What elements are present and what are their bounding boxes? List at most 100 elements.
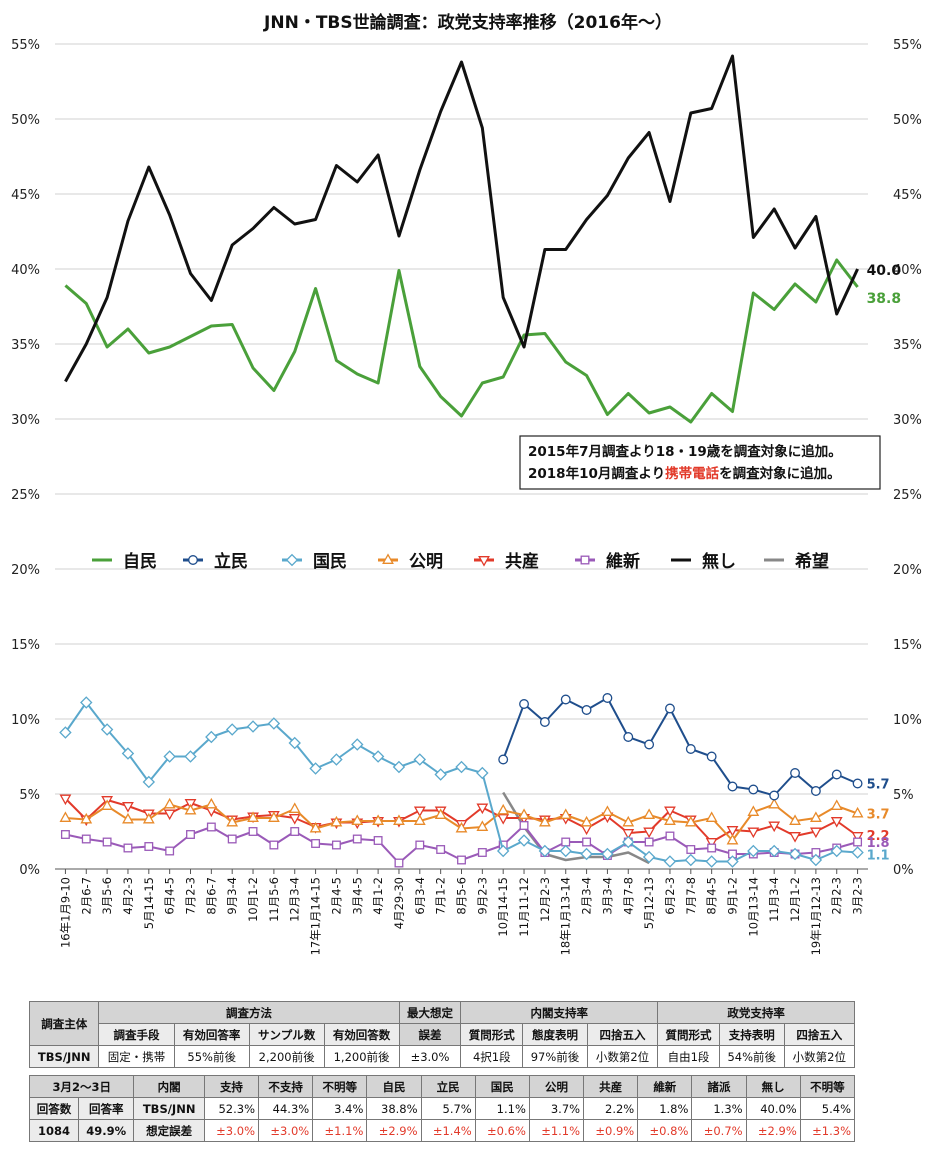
data-point (59, 794, 72, 806)
data-point (142, 812, 155, 824)
data-point (311, 839, 321, 848)
data-point (665, 831, 675, 841)
col-header: 不明等 (799, 1075, 856, 1098)
y-tick-label-right: 35% (893, 338, 922, 353)
col-header: 諸派 (691, 1075, 747, 1098)
data-point (748, 784, 759, 795)
x-tick-label: 2月2-3 (830, 877, 844, 915)
col-header: 立民 (420, 1075, 476, 1098)
data-point (684, 853, 698, 867)
legend: 自民 立民 国民 公明 共産 維新 無し 希望 (92, 551, 829, 572)
results-table: 3月2〜3日 内閣 支持 不支持 不明等 自民 立民 国民 公明 共産 維新 諸… (28, 1075, 856, 1142)
data-point (767, 844, 781, 858)
x-tick-label: 4月29-30 (392, 877, 406, 929)
end-value-label: 2.2 (867, 829, 890, 844)
data-point (830, 817, 843, 828)
data-point (789, 814, 801, 825)
table-cell: ±3.0% (398, 1045, 462, 1068)
data-point (476, 803, 489, 815)
annotation-text: 2018年10月調査より (528, 465, 665, 482)
data-point (309, 762, 322, 775)
table-cell: 自由1段 (657, 1045, 720, 1068)
data-point (831, 769, 842, 780)
data-point (788, 847, 802, 861)
data-point (707, 843, 717, 853)
legend-label: 無し (702, 551, 736, 572)
data-point (643, 827, 656, 839)
table-cell: 54%前後 (718, 1045, 785, 1068)
y-tick-label-left: 30% (11, 413, 40, 428)
x-tick-label: 9月3-4 (225, 877, 239, 915)
y-tick-label-right: 15% (893, 638, 922, 653)
data-point (434, 808, 447, 819)
series-line (64, 54, 859, 383)
data-point (747, 805, 760, 816)
x-tick-label: 19年1月12-13 (809, 877, 823, 955)
cabinet-header: 内閣支持率 (460, 1001, 659, 1024)
x-tick-label: 9月1-2 (726, 877, 740, 915)
data-point (538, 815, 551, 827)
error-cell: ±0.8% (637, 1119, 693, 1142)
data-point (747, 827, 760, 839)
data-point (123, 843, 133, 853)
end-value-label: 1.8 (867, 836, 890, 851)
rate-value: 49.9% (78, 1119, 135, 1142)
rate-label: 回答率 (78, 1097, 135, 1120)
line-chart: JNN・TBS世論調査：政党支持率推移（2016年〜） 0% 5% 10% 15% 20… (11, 12, 922, 955)
sub-header: 有効回答数 (323, 1023, 400, 1046)
value-cell: 38.8% (366, 1097, 422, 1120)
data-point (267, 811, 280, 822)
data-point (288, 814, 301, 825)
x-tick-label: 3月5-6 (100, 877, 114, 915)
value-cell: 5.4% (799, 1097, 856, 1120)
value-cell: 1.1% (474, 1097, 530, 1120)
data-point (623, 732, 634, 742)
series-自民 (64, 258, 859, 424)
error-cell: ±1.4% (420, 1119, 476, 1142)
data-point (705, 855, 718, 868)
error-cell: ±1.3% (799, 1119, 856, 1142)
data-point (644, 739, 655, 750)
count-label: 回答数 (28, 1097, 80, 1120)
data-point (560, 694, 571, 705)
value-cell: 2.2% (583, 1097, 639, 1120)
series-無し (64, 54, 859, 383)
data-point (580, 847, 593, 861)
series-公明 (59, 797, 864, 845)
error-cell: ±2.9% (366, 1119, 422, 1142)
legend-label: 国民 (313, 552, 347, 572)
survey-date: 3月2〜3日 (28, 1075, 135, 1098)
table-cell: 97%前後 (522, 1045, 588, 1068)
y-tick-label-right: 0% (893, 863, 914, 878)
data-point (478, 556, 490, 567)
col-header: 内閣 (133, 1075, 205, 1098)
data-point (561, 837, 571, 847)
table-cell: 小数第2位 (586, 1045, 659, 1068)
data-point (622, 815, 635, 827)
x-tick-label: 5月14-15 (142, 877, 156, 929)
data-point (853, 837, 863, 847)
data-point (184, 803, 197, 815)
data-point (602, 693, 613, 703)
data-point (830, 799, 843, 810)
data-point (206, 822, 216, 832)
x-tick-label: 16年1月9-10 (58, 877, 72, 948)
data-point (455, 821, 468, 833)
sub-header: 支持表明 (718, 1023, 785, 1046)
data-point (747, 844, 760, 858)
margin-header: 最大想定 (398, 1001, 462, 1024)
data-point (768, 797, 781, 809)
y-tick-label-right: 20% (893, 563, 922, 578)
data-point (81, 834, 91, 844)
y-tick-label-left: 40% (11, 263, 40, 278)
end-value-label: 40.0 (867, 263, 902, 279)
annotation-frame (519, 435, 881, 490)
data-point (225, 723, 239, 736)
data-point (246, 720, 260, 733)
end-value-label: 5.7 (867, 778, 890, 793)
table-cell: 1,200前後 (323, 1045, 400, 1068)
data-point (476, 766, 489, 780)
data-point (290, 827, 300, 836)
sub-header: 質問形式 (460, 1023, 524, 1046)
value-cell: 1.8% (637, 1097, 693, 1120)
